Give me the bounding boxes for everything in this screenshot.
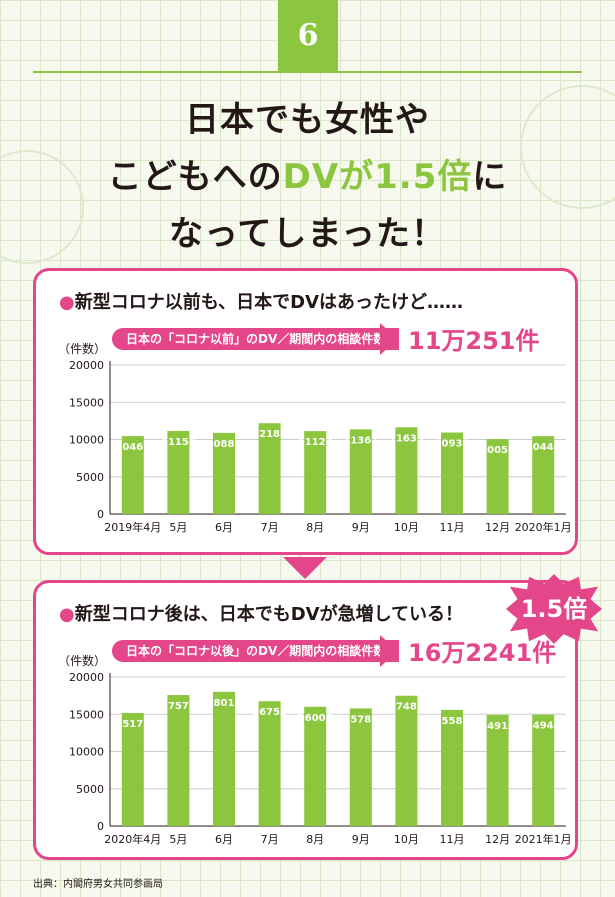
data-label: 15786 xyxy=(343,714,378,725)
bullet-dot: ● xyxy=(59,604,75,625)
down-arrow-icon xyxy=(283,557,327,579)
x-tick-label: 5月 xyxy=(169,833,187,846)
panel-after-covid: ●新型コロナ後は、日本でもDVが急増している！ 日本の「コロナ以後」のDV／期間… xyxy=(33,580,578,860)
y-axis-unit-label: （件数） xyxy=(58,342,107,356)
bar xyxy=(486,714,509,826)
x-tick-label: 11月 xyxy=(440,521,465,534)
x-tick-label: 12月 xyxy=(485,521,510,534)
y-tick-label: 0 xyxy=(97,820,104,833)
y-tick-label: 5000 xyxy=(76,783,104,796)
x-tick-label: 2021年1月 xyxy=(515,832,572,846)
data-label: 11123 xyxy=(298,437,333,448)
x-tick-label: 7月 xyxy=(261,833,279,846)
x-tick-label: 8月 xyxy=(306,833,324,846)
data-label: 10446 xyxy=(526,442,561,453)
bar xyxy=(395,427,418,514)
bullet-dot: ● xyxy=(59,292,75,313)
data-label: 17576 xyxy=(161,701,196,712)
count-label-pill: 日本の「コロナ以前」のDV／期間内の相談件数 xyxy=(112,328,400,350)
data-label: 16006 xyxy=(298,713,333,724)
title-line-2-a: こどもへの xyxy=(107,157,283,197)
total-count: 11万251件 xyxy=(408,327,540,355)
x-tick-label: 2019年4月 xyxy=(104,520,161,534)
bar xyxy=(486,439,509,514)
right-arrow-icon xyxy=(380,635,398,667)
y-tick-label: 15000 xyxy=(69,708,104,721)
bar xyxy=(349,708,372,826)
y-tick-label: 15000 xyxy=(69,396,104,409)
source-note: 出典：内閣府男女共同参画局 xyxy=(33,879,163,890)
x-tick-label: 12月 xyxy=(485,833,510,846)
header-rule xyxy=(33,71,582,73)
y-tick-label: 20000 xyxy=(69,671,104,684)
data-label: 11150 xyxy=(161,437,196,448)
bar xyxy=(304,706,327,826)
data-label: 14946 xyxy=(526,721,561,732)
panel-heading-text: 新型コロナ以前も、日本でDVはあったけど…… xyxy=(74,292,464,313)
y-tick-label: 0 xyxy=(97,508,104,521)
bar xyxy=(258,701,281,826)
bar xyxy=(441,709,463,826)
bar xyxy=(213,432,235,514)
data-label: 11639 xyxy=(389,433,424,444)
y-axis-unit-label: （件数） xyxy=(58,654,107,668)
bar-chart-after: 0 5000 10000 15000 20000 15172 2020年4月 17576 5月 1… xyxy=(69,671,572,846)
x-tick-label: 11月 xyxy=(440,833,465,846)
section-number-badge: 6 xyxy=(278,0,338,72)
x-tick-label: 2020年1月 xyxy=(515,520,572,534)
count-label-pill: 日本の「コロナ以後」のDV／期間内の相談件数 xyxy=(112,640,400,662)
x-tick-label: 9月 xyxy=(352,521,370,534)
x-tick-label: 2020年4月 xyxy=(104,832,161,846)
y-tick-label: 5000 xyxy=(76,471,104,484)
data-label: 16753 xyxy=(252,707,287,718)
bar xyxy=(167,430,190,514)
x-tick-label: 5月 xyxy=(169,521,187,534)
y-tick-label: 10000 xyxy=(69,746,104,759)
bar xyxy=(349,429,372,514)
bar xyxy=(304,431,327,514)
title-line-2-highlight: DVが1.5倍 xyxy=(282,157,473,197)
data-label: 12184 xyxy=(252,429,287,440)
title-line-3: なってしまった！ xyxy=(169,214,446,254)
data-label: 14916 xyxy=(480,721,515,732)
bar xyxy=(258,423,281,514)
bar xyxy=(121,712,144,826)
data-label: 17487 xyxy=(389,702,424,713)
data-label: 10889 xyxy=(207,439,242,450)
bar xyxy=(441,432,463,514)
panel-heading-text: 新型コロナ後は、日本でもDVが急増している！ xyxy=(74,604,464,625)
y-tick-label: 20000 xyxy=(69,359,104,372)
bar xyxy=(532,436,555,514)
right-arrow-icon xyxy=(380,323,398,355)
data-label: 18013 xyxy=(207,698,242,709)
data-label: 10938 xyxy=(435,439,470,450)
total-count: 16万2241件 xyxy=(408,639,557,667)
x-tick-label: 8月 xyxy=(306,521,324,534)
title-line-2-c: に xyxy=(472,157,508,197)
bar xyxy=(213,691,235,826)
data-label: 11367 xyxy=(343,435,378,446)
panel-before-covid: ●新型コロナ以前も、日本でDVはあったけど…… 日本の「コロナ以前」のDV／期間… xyxy=(33,268,578,555)
data-label: 15586 xyxy=(435,716,470,727)
bar xyxy=(167,695,190,826)
data-label: 10054 xyxy=(480,445,515,456)
data-label: 10461 xyxy=(115,442,150,453)
panel-heading: ●新型コロナ後は、日本でもDVが急増している！ xyxy=(59,600,463,626)
title-line-2: こどもへのDVが1.5倍に xyxy=(0,149,615,198)
x-tick-label: 6月 xyxy=(215,521,233,534)
bar xyxy=(395,695,418,826)
bar xyxy=(532,714,555,826)
x-tick-label: 7月 xyxy=(261,521,279,534)
x-tick-label: 6月 xyxy=(215,833,233,846)
title-line-1: 日本でも女性や xyxy=(185,100,430,140)
y-tick-label: 10000 xyxy=(69,434,104,447)
x-tick-label: 9月 xyxy=(352,833,370,846)
x-tick-label: 10月 xyxy=(394,833,419,846)
x-tick-label: 10月 xyxy=(394,521,419,534)
bar xyxy=(121,436,144,514)
panel-heading: ●新型コロナ以前も、日本でDVはあったけど…… xyxy=(59,288,463,314)
data-label: 15172 xyxy=(115,719,150,730)
bar-chart-before: 0 5000 10000 15000 20000 10461 2019年4月 11150 5月 1… xyxy=(69,359,572,534)
